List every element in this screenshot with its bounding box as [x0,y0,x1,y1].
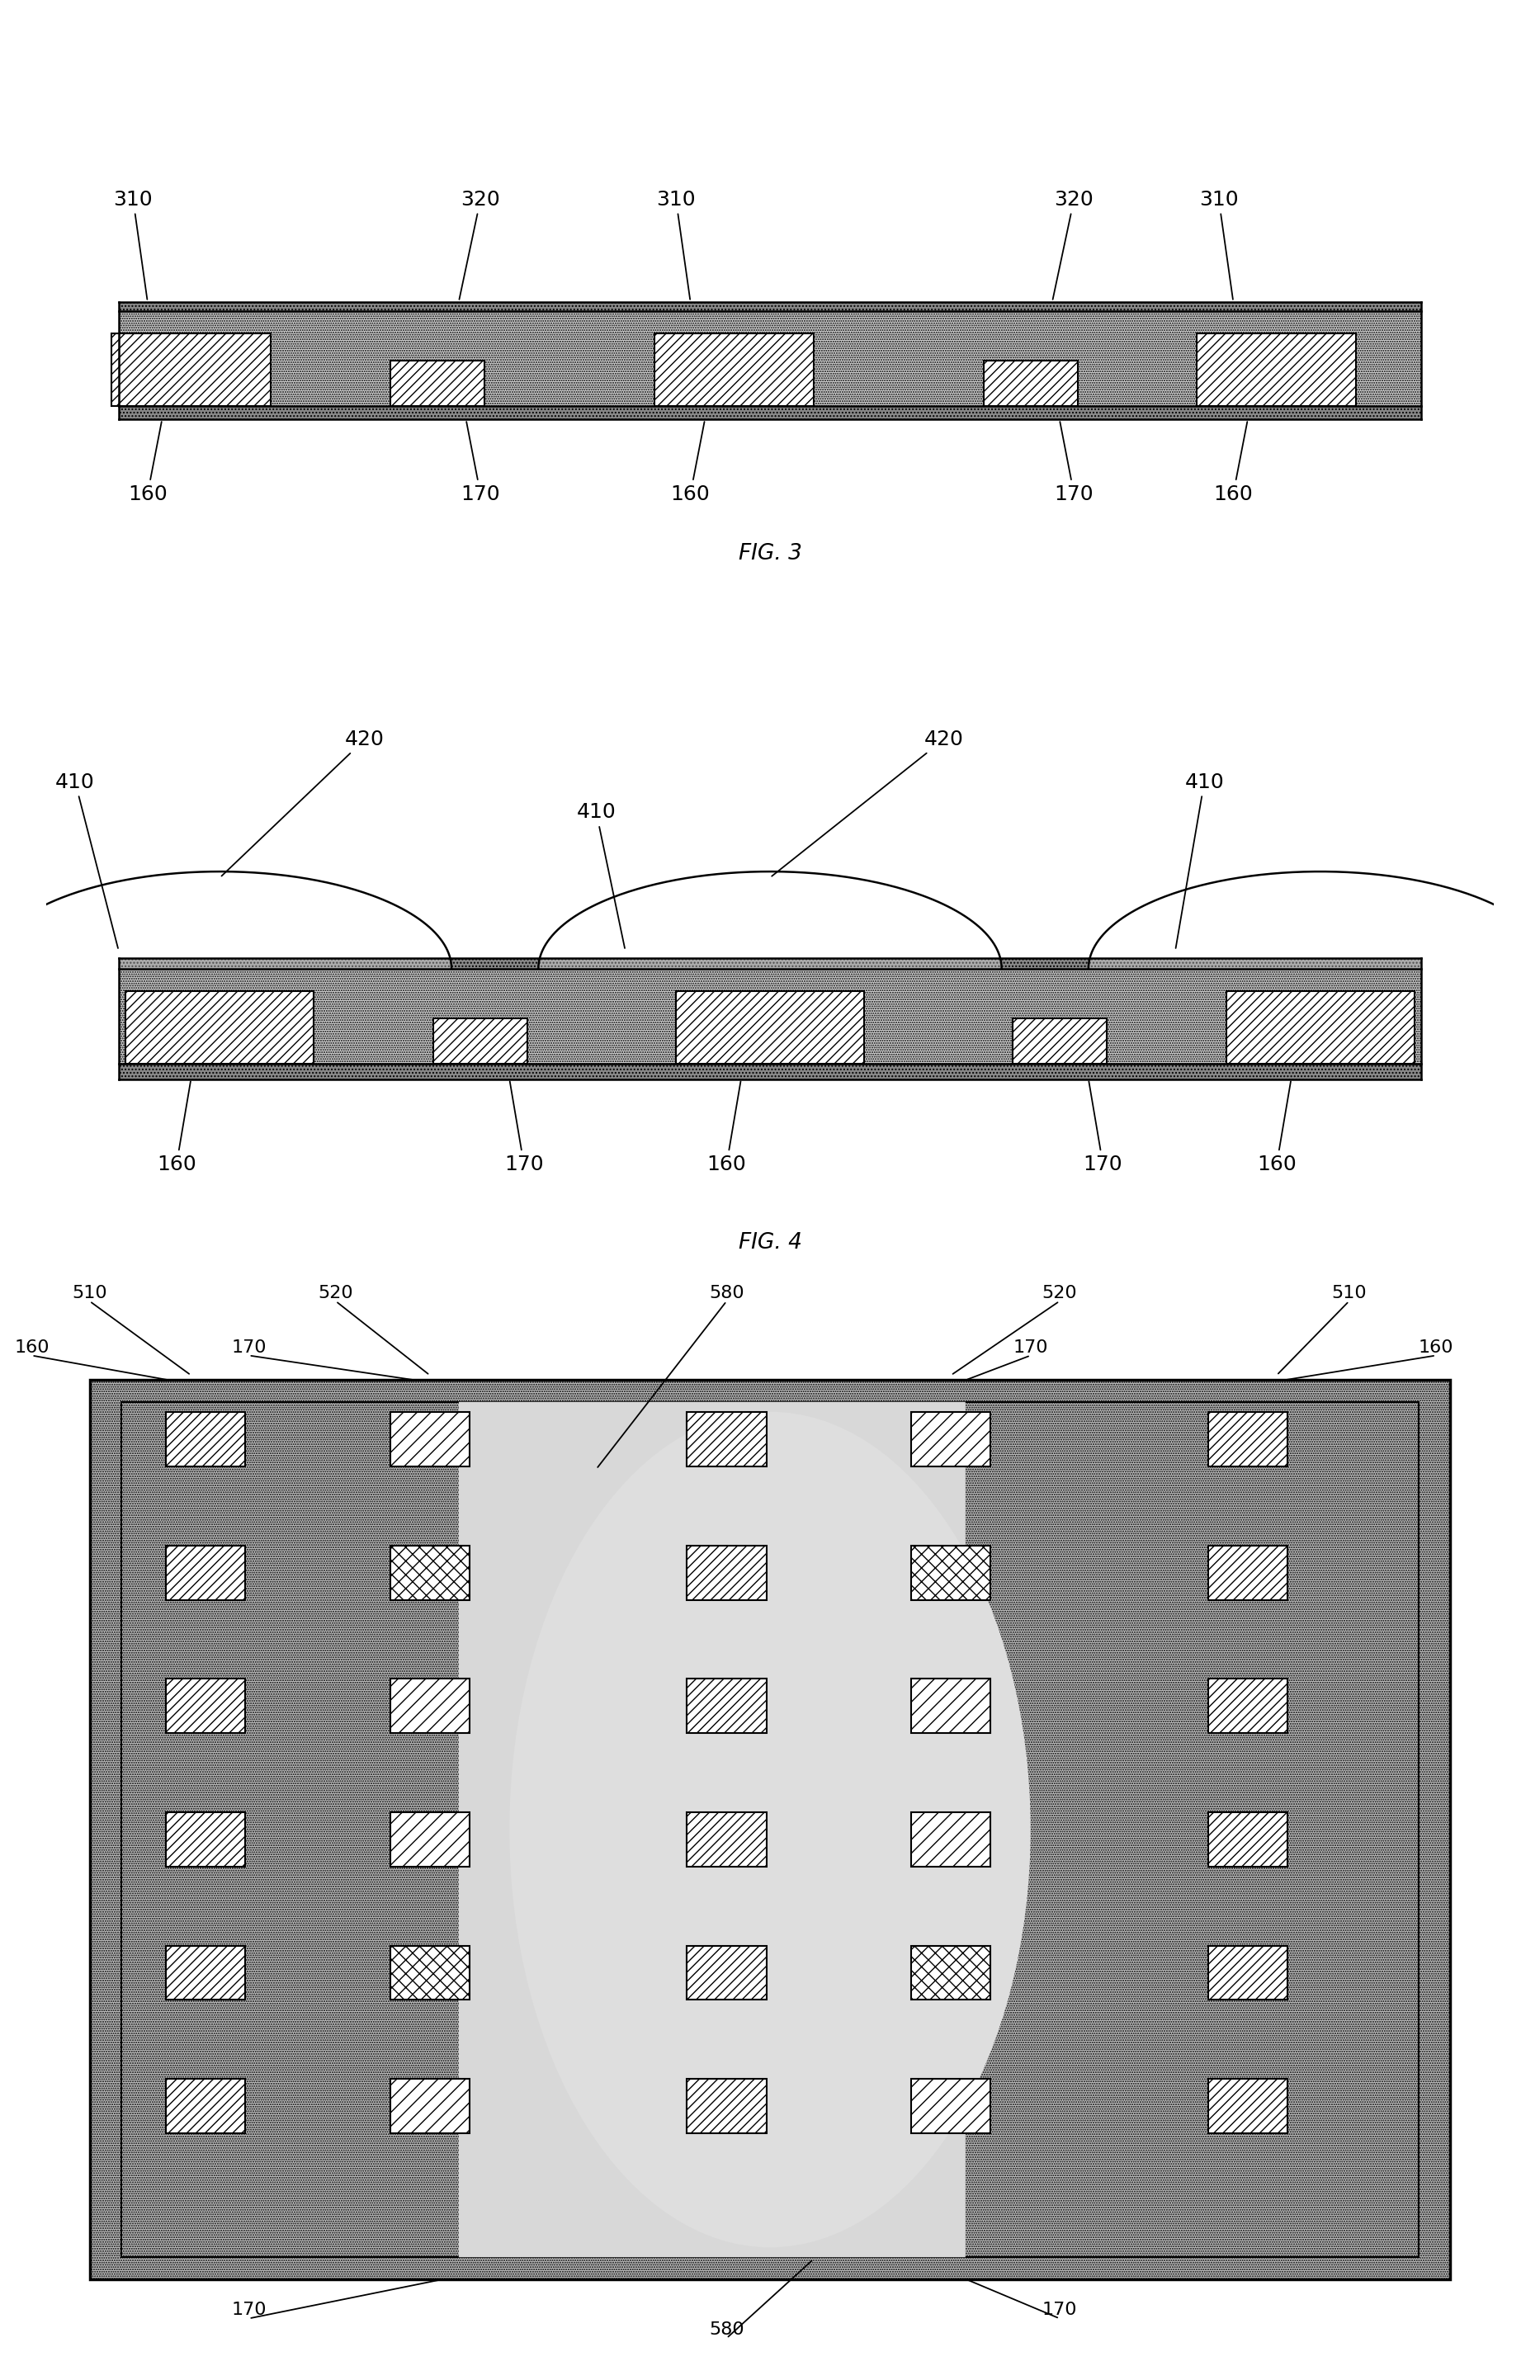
Bar [390,1678,470,1733]
Bar [1207,2080,1287,2132]
Bar [119,302,1421,312]
Bar [687,1811,767,1866]
Text: 170: 170 [231,1340,266,1357]
Bar [166,2080,245,2132]
Bar [676,990,864,1064]
Text: 170: 170 [504,1081,544,1173]
Text: 170: 170 [1055,421,1093,505]
Text: 170: 170 [1043,2301,1076,2318]
Bar [1207,1411,1287,1466]
Text: 420: 420 [772,731,964,876]
Bar [654,333,813,407]
Text: 320: 320 [1053,190,1093,300]
Text: 320: 320 [459,190,501,300]
Polygon shape [539,871,1001,969]
Bar [687,2080,767,2132]
Text: FIG. 3: FIG. 3 [738,543,802,564]
Text: 520: 520 [319,1285,353,1302]
Bar [390,1811,470,1866]
Text: 160: 160 [707,1081,747,1173]
Text: 160: 160 [1214,421,1254,505]
Bar [119,957,1421,969]
Text: 580: 580 [708,2323,744,2337]
Bar [1197,333,1357,407]
Bar [1226,990,1414,1064]
Bar [687,1944,767,1999]
Text: 160: 160 [1257,1081,1297,1173]
Text: 170: 170 [1013,1340,1049,1357]
Bar [984,359,1078,407]
FancyBboxPatch shape [459,1402,966,2256]
Bar [390,359,484,407]
Bar [1012,1019,1107,1064]
Text: 160: 160 [1418,1340,1454,1357]
Bar [687,1411,767,1466]
Text: 410: 410 [576,802,625,947]
Text: 310: 310 [114,190,152,300]
Bar [111,333,271,407]
Bar [166,1811,245,1866]
Bar [390,1944,470,1999]
Text: 160: 160 [128,421,168,505]
Bar [390,2080,470,2132]
Text: 410: 410 [55,771,119,947]
Text: 170: 170 [460,421,501,505]
Text: 510: 510 [72,1285,108,1302]
Text: FIG. 4: FIG. 4 [738,1233,802,1254]
Text: 170: 170 [231,2301,266,2318]
Text: 160: 160 [14,1340,49,1357]
Bar [166,1545,245,1599]
Bar [687,1678,767,1733]
Bar [119,1064,1421,1078]
Bar [1207,1678,1287,1733]
Bar [166,1944,245,1999]
Bar [912,1811,990,1866]
Bar [912,1944,990,1999]
Text: 410: 410 [1175,771,1224,947]
Ellipse shape [510,1411,1030,2247]
Bar [166,1678,245,1733]
Text: 510: 510 [1332,1285,1366,1302]
Bar [119,312,1421,407]
Polygon shape [0,871,451,969]
Text: 170: 170 [1083,1081,1123,1173]
Text: 580: 580 [708,1285,744,1302]
Bar [1207,1944,1287,1999]
Bar [119,407,1421,419]
Bar [126,990,314,1064]
Bar [912,1411,990,1466]
Text: 520: 520 [1043,1285,1076,1302]
Text: 310: 310 [1200,190,1238,300]
Bar [1207,1811,1287,1866]
Polygon shape [1089,871,1540,969]
Bar [912,1545,990,1599]
Bar [912,2080,990,2132]
Bar [390,1411,470,1466]
Bar [433,1019,528,1064]
Text: 160: 160 [671,421,710,505]
Bar [166,1411,245,1466]
Bar [122,1402,1418,2256]
Bar [1207,1545,1287,1599]
Bar [390,1545,470,1599]
Bar [119,969,1421,1064]
Bar [912,1678,990,1733]
Text: 420: 420 [222,731,385,876]
Text: 160: 160 [157,1081,196,1173]
Bar [687,1545,767,1599]
Text: 310: 310 [656,190,696,300]
